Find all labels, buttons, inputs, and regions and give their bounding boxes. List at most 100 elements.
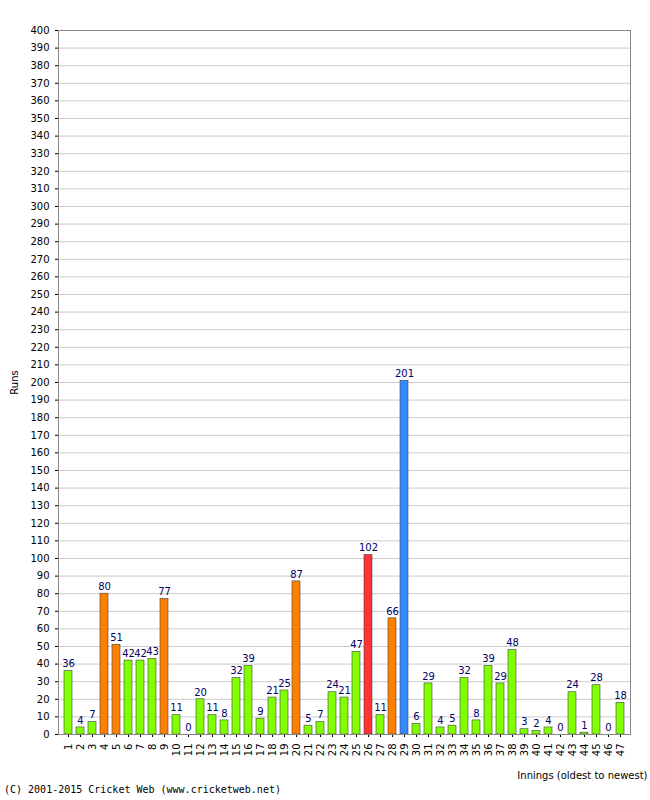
svg-text:150: 150 [30, 465, 49, 476]
svg-text:20: 20 [37, 694, 50, 705]
svg-text:11: 11 [183, 744, 194, 757]
svg-text:40: 40 [37, 658, 50, 669]
svg-text:190: 190 [30, 394, 49, 405]
svg-text:20: 20 [194, 687, 207, 698]
svg-text:48: 48 [506, 637, 519, 648]
svg-text:35: 35 [471, 744, 482, 757]
svg-text:10: 10 [37, 711, 50, 722]
svg-text:27: 27 [375, 744, 386, 757]
svg-text:230: 230 [30, 324, 49, 335]
svg-text:32: 32 [458, 665, 471, 676]
svg-text:34: 34 [459, 744, 470, 757]
svg-text:24: 24 [566, 679, 579, 690]
svg-text:Innings (oldest to newest): Innings (oldest to newest) [517, 770, 647, 781]
svg-text:4: 4 [437, 715, 443, 726]
svg-text:200: 200 [30, 377, 49, 388]
svg-text:2: 2 [75, 744, 86, 750]
svg-text:47: 47 [615, 744, 626, 757]
svg-text:45: 45 [591, 744, 602, 757]
svg-text:390: 390 [30, 42, 49, 53]
svg-text:33: 33 [447, 744, 458, 757]
svg-text:60: 60 [37, 623, 50, 634]
svg-text:3: 3 [521, 716, 527, 727]
svg-text:9: 9 [257, 706, 263, 717]
svg-text:40: 40 [531, 744, 542, 757]
svg-text:8: 8 [473, 708, 479, 719]
svg-text:19: 19 [279, 744, 290, 757]
svg-text:0: 0 [557, 722, 563, 733]
svg-text:23: 23 [327, 744, 338, 757]
svg-text:17: 17 [255, 744, 266, 757]
svg-text:7: 7 [317, 709, 323, 720]
svg-text:38: 38 [507, 744, 518, 757]
svg-text:80: 80 [98, 581, 111, 592]
svg-text:310: 310 [30, 183, 49, 194]
svg-text:180: 180 [30, 412, 49, 423]
svg-text:360: 360 [30, 95, 49, 106]
svg-text:29: 29 [422, 671, 435, 682]
svg-text:6: 6 [123, 744, 134, 750]
svg-text:5: 5 [305, 713, 311, 724]
svg-text:46: 46 [603, 744, 614, 757]
svg-text:39: 39 [519, 744, 530, 757]
svg-text:36: 36 [62, 658, 75, 669]
svg-text:32: 32 [230, 665, 243, 676]
svg-text:340: 340 [30, 130, 49, 141]
svg-text:210: 210 [30, 359, 49, 370]
svg-text:42: 42 [555, 744, 566, 757]
svg-text:70: 70 [37, 606, 50, 617]
svg-text:6: 6 [413, 711, 419, 722]
svg-text:11: 11 [374, 702, 387, 713]
svg-text:12: 12 [195, 744, 206, 757]
svg-text:31: 31 [423, 744, 434, 757]
svg-text:15: 15 [231, 744, 242, 757]
svg-text:42: 42 [122, 648, 135, 659]
svg-text:11: 11 [206, 702, 219, 713]
svg-text:7: 7 [135, 744, 146, 750]
svg-text:24: 24 [339, 744, 350, 757]
svg-text:350: 350 [30, 113, 49, 124]
svg-text:44: 44 [579, 744, 590, 757]
svg-text:24: 24 [326, 679, 339, 690]
svg-text:28: 28 [387, 744, 398, 757]
svg-text:42: 42 [134, 648, 147, 659]
svg-text:36: 36 [483, 744, 494, 757]
svg-text:330: 330 [30, 148, 49, 159]
svg-text:1: 1 [63, 744, 74, 750]
svg-text:22: 22 [315, 744, 326, 757]
svg-text:77: 77 [158, 586, 171, 597]
svg-text:130: 130 [30, 500, 49, 511]
svg-text:320: 320 [30, 166, 49, 177]
svg-text:21: 21 [266, 685, 279, 696]
svg-text:41: 41 [543, 744, 554, 757]
svg-text:250: 250 [30, 289, 49, 300]
svg-text:5: 5 [111, 744, 122, 750]
svg-text:30: 30 [411, 744, 422, 757]
svg-text:87: 87 [290, 569, 303, 580]
svg-text:260: 260 [30, 271, 49, 282]
svg-text:29: 29 [494, 671, 507, 682]
svg-text:220: 220 [30, 342, 49, 353]
svg-text:2: 2 [533, 718, 539, 729]
svg-text:14: 14 [219, 744, 230, 757]
svg-text:110: 110 [30, 535, 49, 546]
svg-text:120: 120 [30, 518, 49, 529]
svg-text:10: 10 [171, 744, 182, 757]
svg-text:39: 39 [242, 653, 255, 664]
svg-text:16: 16 [243, 744, 254, 757]
svg-text:0: 0 [605, 722, 611, 733]
svg-text:25: 25 [278, 678, 291, 689]
svg-text:37: 37 [495, 744, 506, 757]
svg-text:25: 25 [351, 744, 362, 757]
svg-text:51: 51 [110, 632, 123, 643]
svg-text:21: 21 [338, 685, 351, 696]
svg-text:18: 18 [614, 690, 627, 701]
svg-text:80: 80 [37, 588, 50, 599]
svg-text:4: 4 [77, 715, 83, 726]
svg-text:8: 8 [221, 708, 227, 719]
svg-text:270: 270 [30, 253, 49, 264]
svg-text:50: 50 [37, 641, 50, 652]
svg-text:0: 0 [43, 729, 49, 740]
svg-text:18: 18 [267, 744, 278, 757]
svg-text:140: 140 [30, 482, 49, 493]
